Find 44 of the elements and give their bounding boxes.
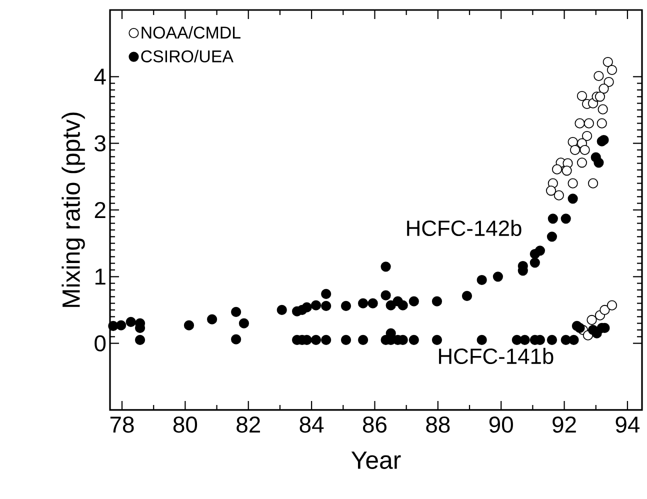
annotation: HCFC-142b bbox=[407, 220, 522, 236]
x-tick-label: 80 bbox=[173, 416, 198, 433]
point bbox=[594, 92, 606, 102]
point bbox=[604, 76, 614, 88]
point bbox=[554, 190, 564, 200]
point bbox=[552, 164, 562, 174]
y-axis-title: Mixing ratio (pptv) bbox=[62, 112, 85, 307]
point bbox=[600, 304, 610, 316]
y-tick-label: 0 bbox=[94, 335, 106, 352]
x-axis-title: Year bbox=[351, 452, 401, 469]
point bbox=[576, 158, 588, 168]
point bbox=[606, 64, 618, 76]
point bbox=[562, 166, 572, 176]
point bbox=[594, 70, 604, 82]
point bbox=[570, 144, 580, 156]
y-tick-label: 4 bbox=[94, 68, 106, 85]
x-tick-label: 90 bbox=[489, 416, 513, 433]
point bbox=[582, 130, 592, 142]
x-tick-label: 82 bbox=[236, 416, 260, 433]
point bbox=[584, 118, 594, 128]
point bbox=[596, 118, 607, 128]
annotation: HCFC-141b bbox=[439, 348, 554, 364]
point bbox=[580, 144, 590, 156]
y-tick-label: 3 bbox=[94, 135, 106, 152]
point bbox=[598, 104, 608, 114]
x-tick-label: 78 bbox=[110, 416, 134, 433]
point bbox=[606, 300, 618, 310]
y-tick-label: 2 bbox=[94, 202, 106, 218]
x-tick-label: 94 bbox=[616, 416, 640, 433]
point bbox=[602, 56, 613, 68]
x-tick-label: 92 bbox=[552, 416, 576, 433]
point bbox=[546, 186, 556, 196]
point bbox=[598, 84, 609, 94]
x-tick-label: 88 bbox=[426, 416, 450, 433]
y-tick-label: 1 bbox=[95, 268, 106, 285]
point bbox=[588, 178, 598, 188]
point bbox=[568, 178, 578, 188]
point bbox=[576, 90, 588, 102]
x-tick-label: 84 bbox=[300, 416, 324, 433]
point bbox=[586, 314, 597, 326]
x-tick-label: 86 bbox=[363, 416, 386, 433]
point bbox=[574, 118, 585, 128]
legend-label: NOAA/CMDL bbox=[142, 26, 240, 39]
legend-label: CSIRO/UEA bbox=[141, 50, 234, 62]
